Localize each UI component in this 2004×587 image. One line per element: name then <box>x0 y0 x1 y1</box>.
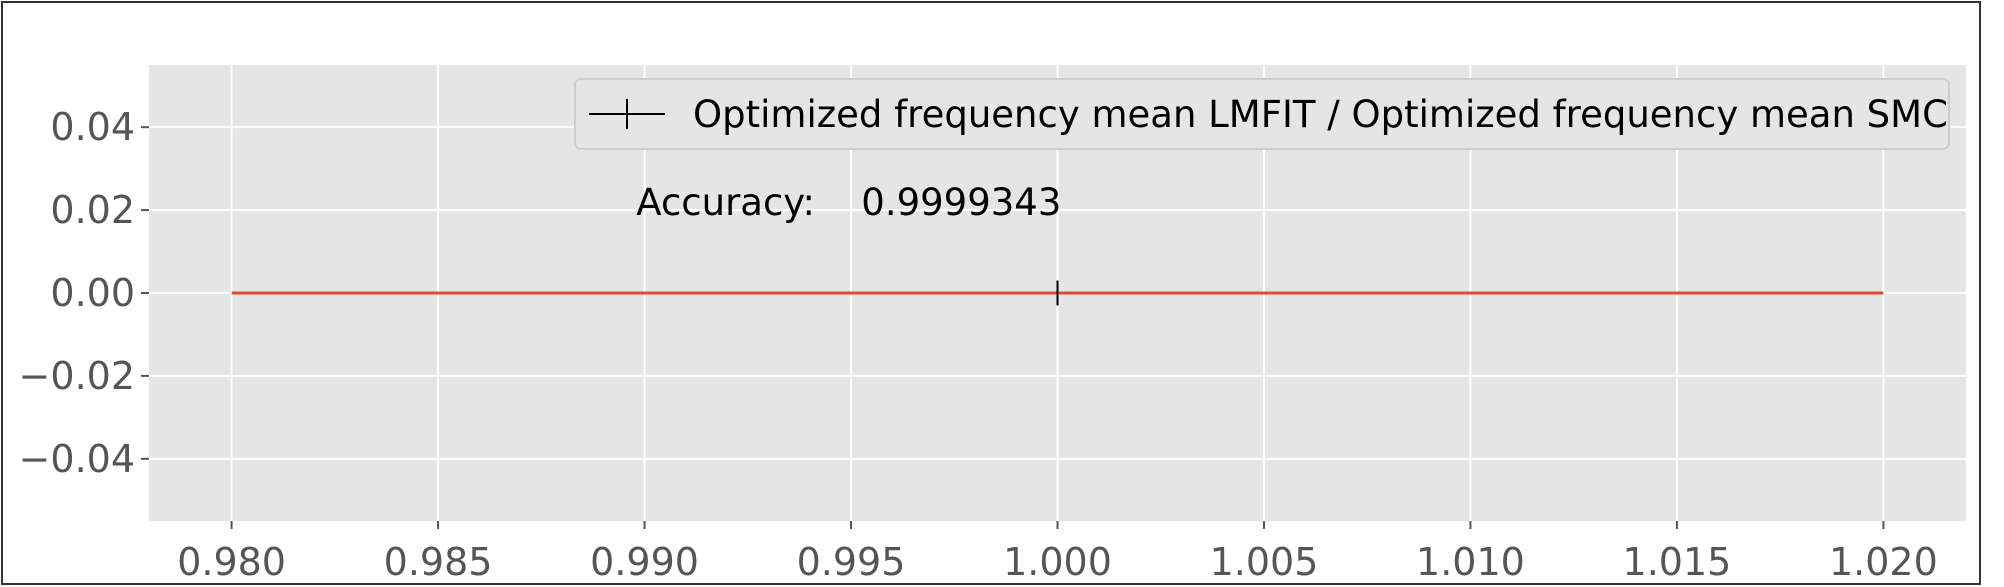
x-tick-label: 1.010 <box>1416 540 1525 584</box>
x-tick-label: 1.015 <box>1623 540 1732 584</box>
x-tick-label: 0.990 <box>590 540 699 584</box>
accuracy-value: 0.9999343 <box>861 181 1061 224</box>
legend-box <box>574 78 1950 150</box>
legend: Optimized frequency mean LMFIT / Optimiz… <box>574 78 1950 150</box>
x-tick-label: 0.980 <box>177 540 286 584</box>
y-tick-label: 0.02 <box>50 188 135 232</box>
x-tick-label: 1.005 <box>1210 540 1319 584</box>
x-axis: 0.980 0.985 0.990 0.995 1.000 1.005 1.010 1.015… <box>177 521 1938 584</box>
x-tick-label: 1.020 <box>1829 540 1938 584</box>
legend-entry-label: Optimized frequency mean LMFIT / Optimiz… <box>693 93 1948 136</box>
x-tick-label: 0.995 <box>797 540 906 584</box>
accuracy-label: Accuracy: <box>636 181 815 224</box>
y-axis: 0.04 0.02 0.00 −0.02 −0.04 <box>19 105 149 481</box>
y-tick-label: 0.04 <box>50 105 135 149</box>
accuracy-annotation: Accuracy: 0.9999343 <box>636 181 1061 224</box>
x-tick-label: 1.000 <box>1003 540 1112 584</box>
data-lines <box>231 280 1884 306</box>
x-tick-label: 0.985 <box>384 540 493 584</box>
y-tick-label: −0.04 <box>19 437 135 481</box>
y-tick-label: 0.00 <box>50 271 135 315</box>
y-tick-label: −0.02 <box>19 354 135 398</box>
accuracy-chart: 0.980 0.985 0.990 0.995 1.000 1.005 1.010 1.015… <box>19 65 1966 584</box>
